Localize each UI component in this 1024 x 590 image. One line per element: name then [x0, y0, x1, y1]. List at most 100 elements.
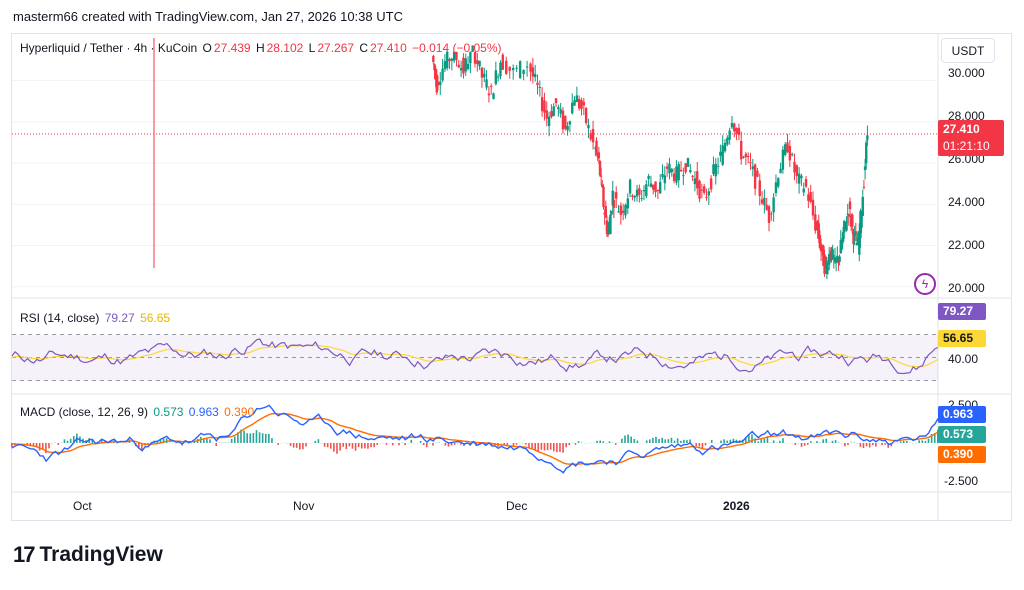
macd-histogram-bar [779, 440, 781, 443]
macd-histogram-bar [401, 442, 403, 443]
candle-body [452, 51, 456, 61]
candle-body [610, 211, 613, 213]
macd-histogram-bar [141, 443, 143, 450]
main-legend: Hyperliquid / Tether · 4h · KuCoin O 27.4… [20, 41, 504, 55]
macd-histogram-bar [562, 443, 564, 453]
candle-body [712, 164, 715, 174]
candle-body [640, 198, 643, 200]
macd-histogram-bar [599, 440, 602, 443]
macd-histogram-bar [664, 439, 667, 443]
candle-body [853, 231, 856, 236]
macd-histogram-bar [813, 443, 815, 444]
candle-body [587, 124, 590, 129]
macd-histogram-bar [370, 443, 372, 448]
macd-hist-badge: 0.573 [938, 426, 986, 443]
macd-histogram-bar [425, 443, 428, 448]
macd-histogram-bar [404, 443, 406, 446]
macd-histogram-bar [850, 441, 852, 443]
candle-body [446, 51, 449, 69]
macd-histogram-bar [509, 443, 512, 444]
macd-histogram-bar [794, 443, 797, 445]
macd-histogram-bar [692, 442, 694, 444]
macd-line [11, 404, 939, 474]
candle-body [834, 259, 838, 263]
macd-signal-badge: 0.390 [938, 446, 986, 463]
symbol-label[interactable]: Hyperliquid / Tether · 4h · KuCoin [20, 41, 198, 55]
macd-histogram-bar [763, 438, 766, 443]
macd-histogram-bar [655, 436, 657, 443]
macd-histogram-bar [927, 438, 930, 443]
macd-histogram-bar [54, 442, 56, 443]
candle-body [684, 163, 687, 173]
candle-body [605, 220, 609, 234]
currency-button[interactable]: USDT [941, 38, 995, 63]
macd-histogram-bar [710, 440, 713, 443]
high-value: 28.102 [266, 41, 304, 55]
macd-histogram-bar [701, 443, 704, 449]
candle-body [756, 170, 759, 177]
macd-histogram-bar [726, 440, 729, 443]
high-label: H [255, 41, 265, 55]
macd-histogram-bar [159, 439, 162, 443]
macd-histogram-bar [243, 430, 245, 443]
macd-histogram-bar [342, 443, 344, 447]
candle-body [582, 101, 586, 106]
macd-histogram-bar [769, 441, 772, 443]
macd-histogram-bar [540, 443, 543, 450]
tradingview-logo[interactable]: 17 TradingView [13, 542, 163, 568]
macd-histogram-bar [69, 438, 72, 443]
macd-histogram-bar [825, 438, 828, 443]
macd-histogram-bar [875, 443, 877, 447]
macd-histogram-bar [438, 442, 440, 443]
candle-body [818, 234, 822, 248]
candle-body [858, 231, 861, 255]
candle-body [677, 163, 680, 181]
macd-title[interactable]: MACD (close, 12, 26, 9) [20, 405, 149, 419]
macd-histogram-bar [636, 440, 639, 443]
macd-histogram-bar [57, 443, 60, 445]
macd-histogram-bar [679, 440, 682, 443]
candle-body [518, 61, 522, 79]
macd-histogram-bar [552, 443, 555, 452]
macd-histogram-bar [354, 443, 357, 451]
macd-histogram-bar [924, 440, 927, 443]
macd-histogram-bar [720, 440, 722, 443]
macd-histogram-bar [274, 442, 276, 444]
macd-histogram-bar [472, 442, 475, 444]
candle-body [826, 268, 830, 270]
candle-body [668, 163, 671, 174]
candle-body [631, 195, 634, 197]
candle-body [533, 74, 537, 78]
macd-histogram-bar [899, 441, 902, 443]
macd-histogram-bar [441, 443, 444, 444]
macd-histogram-bar [17, 443, 19, 444]
macd-histogram-bar [388, 443, 391, 444]
candle-body [499, 62, 502, 77]
macd-histogram-bar [933, 433, 936, 443]
macd-histogram-bar [624, 435, 626, 443]
macd-histogram-bar [20, 443, 22, 444]
candle-body [836, 255, 839, 260]
candle-body [604, 206, 607, 218]
candle-body [656, 189, 660, 191]
macd-histogram-bar [902, 440, 905, 443]
macd-histogram-bar [447, 443, 450, 447]
candle-body [866, 135, 869, 140]
rsi-title[interactable]: RSI (14, close) [20, 311, 100, 325]
candle-body [852, 231, 855, 245]
macd-histogram-bar [754, 438, 756, 443]
macd-histogram-bar [339, 443, 341, 451]
candle-body [612, 200, 616, 208]
macd-histogram-bar [395, 443, 397, 444]
candle-body [536, 82, 539, 86]
price-tick: 30.000 [948, 66, 985, 80]
price-tick: 28.000 [948, 109, 985, 123]
candle-body [846, 213, 849, 215]
macd-histogram-bar [559, 443, 561, 452]
macd-histogram-bar [271, 438, 273, 443]
macd-histogram-bar [856, 443, 859, 445]
macd-histogram-bar [32, 443, 35, 446]
candle-body [615, 192, 618, 199]
alert-icon[interactable]: ϟ [914, 273, 936, 295]
